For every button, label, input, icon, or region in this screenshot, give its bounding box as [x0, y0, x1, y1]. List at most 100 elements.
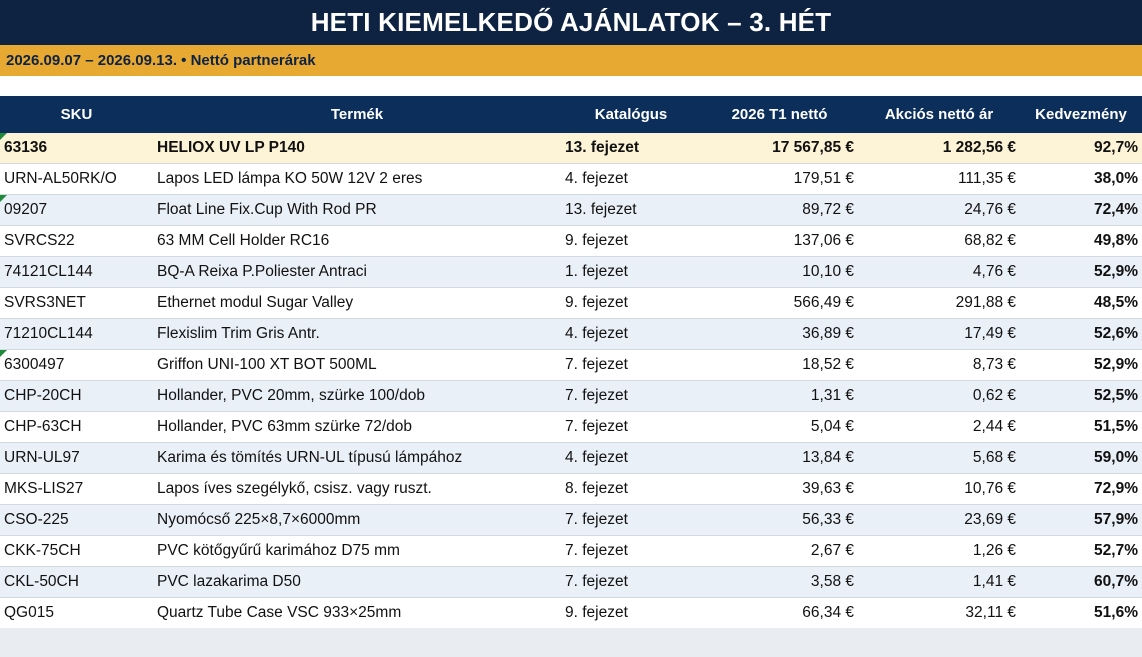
t1-net-cell[interactable]: 1,31 € [701, 380, 858, 412]
column-header-t1-net[interactable]: 2026 T1 nettó [701, 96, 858, 133]
t1-net-cell[interactable]: 36,89 € [701, 318, 858, 350]
catalog-cell[interactable]: 9. fejezet [561, 287, 701, 319]
t1-net-cell[interactable]: 39,63 € [701, 473, 858, 505]
discount-cell[interactable]: 72,9% [1020, 473, 1142, 505]
discount-cell[interactable]: 51,6% [1020, 597, 1142, 629]
t1-net-cell[interactable]: 66,34 € [701, 597, 858, 629]
promo-net-cell[interactable]: 1,41 € [858, 566, 1020, 598]
sku-cell[interactable]: 74121CL144 [0, 256, 153, 288]
discount-cell[interactable]: 52,5% [1020, 380, 1142, 412]
t1-net-cell[interactable]: 5,04 € [701, 411, 858, 443]
discount-cell[interactable]: 52,6% [1020, 318, 1142, 350]
discount-cell[interactable]: 38,0% [1020, 163, 1142, 195]
product-cell[interactable]: 63 MM Cell Holder RC16 [153, 225, 561, 257]
sku-cell[interactable]: CHP-63CH [0, 411, 153, 443]
catalog-cell[interactable]: 4. fejezet [561, 442, 701, 474]
product-cell[interactable]: Griffon UNI-100 XT BOT 500ML [153, 349, 561, 381]
product-cell[interactable]: Flexislim Trim Gris Antr. [153, 318, 561, 350]
empty-row[interactable] [0, 76, 1142, 96]
sku-cell[interactable]: QG015 [0, 597, 153, 629]
discount-cell[interactable]: 52,9% [1020, 349, 1142, 381]
discount-cell[interactable]: 49,8% [1020, 225, 1142, 257]
catalog-cell[interactable]: 9. fejezet [561, 225, 701, 257]
sheet-title[interactable]: HETI KIEMELKEDŐ AJÁNLATOK – 3. HÉT [0, 0, 1142, 45]
sku-cell[interactable]: URN-UL97 [0, 442, 153, 474]
discount-cell[interactable]: 52,7% [1020, 535, 1142, 567]
discount-cell[interactable]: 52,9% [1020, 256, 1142, 288]
catalog-cell[interactable]: 13. fejezet [561, 132, 701, 164]
promo-net-cell[interactable]: 1,26 € [858, 535, 1020, 567]
sku-cell[interactable]: 71210CL144 [0, 318, 153, 350]
sku-cell[interactable]: CHP-20CH [0, 380, 153, 412]
t1-net-cell[interactable]: 18,52 € [701, 349, 858, 381]
promo-net-cell[interactable]: 32,11 € [858, 597, 1020, 629]
t1-net-cell[interactable]: 137,06 € [701, 225, 858, 257]
column-header-discount[interactable]: Kedvezmény [1020, 96, 1142, 133]
product-cell[interactable]: PVC kötőgyűrű karimához D75 mm [153, 535, 561, 567]
sku-cell[interactable]: CKK-75CH [0, 535, 153, 567]
catalog-cell[interactable]: 7. fejezet [561, 380, 701, 412]
discount-cell[interactable]: 51,5% [1020, 411, 1142, 443]
product-cell[interactable]: Nyomócső 225×8,7×6000mm [153, 504, 561, 536]
sku-cell[interactable]: SVRS3NET [0, 287, 153, 319]
promo-net-cell[interactable]: 24,76 € [858, 194, 1020, 226]
promo-net-cell[interactable]: 4,76 € [858, 256, 1020, 288]
t1-net-cell[interactable]: 566,49 € [701, 287, 858, 319]
sku-cell[interactable]: 63136 [0, 132, 153, 164]
catalog-cell[interactable]: 1. fejezet [561, 256, 701, 288]
sku-cell[interactable]: SVRCS22 [0, 225, 153, 257]
sku-cell[interactable]: 09207 [0, 194, 153, 226]
catalog-cell[interactable]: 9. fejezet [561, 597, 701, 629]
product-cell[interactable]: Hollander, PVC 20mm, szürke 100/dob [153, 380, 561, 412]
catalog-cell[interactable]: 13. fejezet [561, 194, 701, 226]
catalog-cell[interactable]: 7. fejezet [561, 411, 701, 443]
discount-cell[interactable]: 72,4% [1020, 194, 1142, 226]
product-cell[interactable]: Quartz Tube Case VSC 933×25mm [153, 597, 561, 629]
sku-cell[interactable]: URN-AL50RK/O [0, 163, 153, 195]
discount-cell[interactable]: 60,7% [1020, 566, 1142, 598]
product-cell[interactable]: Lapos íves szegélykő, csisz. vagy ruszt. [153, 473, 561, 505]
promo-net-cell[interactable]: 8,73 € [858, 349, 1020, 381]
t1-net-cell[interactable]: 3,58 € [701, 566, 858, 598]
promo-net-cell[interactable]: 10,76 € [858, 473, 1020, 505]
promo-net-cell[interactable]: 0,62 € [858, 380, 1020, 412]
promo-net-cell[interactable]: 68,82 € [858, 225, 1020, 257]
column-header-sku[interactable]: SKU [0, 96, 153, 133]
promo-net-cell[interactable]: 1 282,56 € [858, 132, 1020, 164]
catalog-cell[interactable]: 7. fejezet [561, 349, 701, 381]
sku-cell[interactable]: CSO-225 [0, 504, 153, 536]
promo-net-cell[interactable]: 23,69 € [858, 504, 1020, 536]
catalog-cell[interactable]: 7. fejezet [561, 566, 701, 598]
product-cell[interactable]: BQ-A Reixa P.Poliester Antraci [153, 256, 561, 288]
t1-net-cell[interactable]: 17 567,85 € [701, 132, 858, 164]
product-cell[interactable]: Lapos LED lámpa KO 50W 12V 2 eres [153, 163, 561, 195]
promo-net-cell[interactable]: 5,68 € [858, 442, 1020, 474]
discount-cell[interactable]: 57,9% [1020, 504, 1142, 536]
sku-cell[interactable]: MKS-LIS27 [0, 473, 153, 505]
sheet-subtitle[interactable]: 2026.09.07 – 2026.09.13. • Nettó partner… [0, 45, 1142, 76]
column-header-catalog[interactable]: Katalógus [561, 96, 701, 133]
promo-net-cell[interactable]: 111,35 € [858, 163, 1020, 195]
promo-net-cell[interactable]: 17,49 € [858, 318, 1020, 350]
promo-net-cell[interactable]: 291,88 € [858, 287, 1020, 319]
discount-cell[interactable]: 48,5% [1020, 287, 1142, 319]
t1-net-cell[interactable]: 56,33 € [701, 504, 858, 536]
t1-net-cell[interactable]: 13,84 € [701, 442, 858, 474]
t1-net-cell[interactable]: 89,72 € [701, 194, 858, 226]
product-cell[interactable]: HELIOX UV LP P140 [153, 132, 561, 164]
discount-cell[interactable]: 92,7% [1020, 132, 1142, 164]
sku-cell[interactable]: CKL-50CH [0, 566, 153, 598]
column-header-promo-net[interactable]: Akciós nettó ár [858, 96, 1020, 133]
catalog-cell[interactable]: 4. fejezet [561, 163, 701, 195]
product-cell[interactable]: Float Line Fix.Cup With Rod PR [153, 194, 561, 226]
catalog-cell[interactable]: 8. fejezet [561, 473, 701, 505]
promo-net-cell[interactable]: 2,44 € [858, 411, 1020, 443]
t1-net-cell[interactable]: 10,10 € [701, 256, 858, 288]
product-cell[interactable]: Hollander, PVC 63mm szürke 72/dob [153, 411, 561, 443]
product-cell[interactable]: Ethernet modul Sugar Valley [153, 287, 561, 319]
catalog-cell[interactable]: 4. fejezet [561, 318, 701, 350]
discount-cell[interactable]: 59,0% [1020, 442, 1142, 474]
t1-net-cell[interactable]: 179,51 € [701, 163, 858, 195]
column-header-product[interactable]: Termék [153, 96, 561, 133]
product-cell[interactable]: Karima és tömítés URN-UL típusú lámpához [153, 442, 561, 474]
